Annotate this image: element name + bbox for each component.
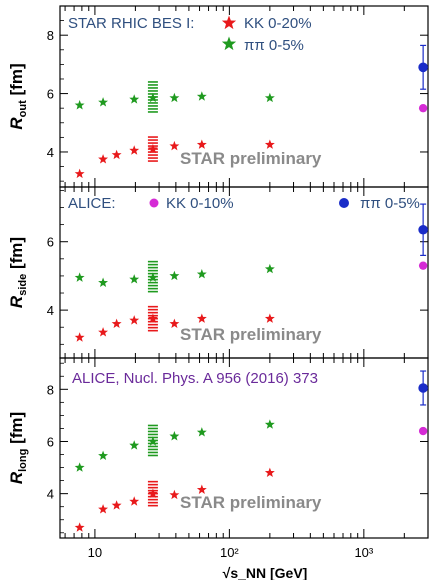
data-point-circle-bottom xyxy=(418,383,428,393)
x-tick-label: 10³ xyxy=(354,545,373,560)
data-point-star-top xyxy=(169,92,180,103)
data-point-star-top xyxy=(129,145,140,155)
x-tick-label: 10² xyxy=(220,545,239,560)
data-point-star-middle xyxy=(98,327,109,337)
data-point-circle-top xyxy=(418,62,428,73)
data-point-star-bottom xyxy=(196,484,207,494)
data-point-star-bottom xyxy=(169,431,180,441)
data-point-star-bottom xyxy=(264,419,275,429)
data-point-star-top xyxy=(196,91,207,101)
data-point-star-top xyxy=(147,92,158,103)
data-point-star-bottom xyxy=(169,489,180,500)
legend-alice-pipi-marker xyxy=(339,198,349,208)
legend-star-kk-label: KK 0-20% xyxy=(244,15,312,32)
legend-alice-kk-label: KK 0-10% xyxy=(166,195,234,212)
reference-citation: ALICE, Nucl. Phys. A 956 (2016) 373 xyxy=(72,370,318,387)
data-point-star-middle xyxy=(169,270,180,281)
data-point-star-bottom xyxy=(147,488,158,498)
y-tick-label-top: 4 xyxy=(47,145,54,160)
data-point-star-middle xyxy=(196,269,207,279)
data-point-star-top xyxy=(129,94,140,104)
data-point-star-bottom xyxy=(129,496,140,506)
data-point-star-top xyxy=(196,139,207,149)
data-point-circle-middle xyxy=(418,261,428,270)
star-preliminary-label-middle: STAR preliminary xyxy=(180,325,322,344)
data-point-star-bottom xyxy=(98,504,109,514)
legend-star-pipi-label: ππ 0-5% xyxy=(244,37,304,54)
legend-alice-pipi-label: ππ 0-5% xyxy=(360,195,420,212)
data-point-star-bottom xyxy=(98,450,109,461)
data-point-star-middle xyxy=(264,313,275,323)
data-point-star-top xyxy=(264,139,275,149)
data-point-star-middle xyxy=(74,272,85,282)
legend-star-pipi-marker xyxy=(221,36,237,51)
y-tick-label-middle: 6 xyxy=(47,235,54,250)
data-point-star-top xyxy=(74,100,85,110)
y-axis-label-bottom: Rlong [fm] xyxy=(7,412,29,484)
y-tick-label-middle: 4 xyxy=(47,303,54,318)
legend-alice-kk-marker xyxy=(149,198,159,208)
panel-frame-bottom xyxy=(59,357,429,539)
data-point-star-middle xyxy=(74,332,85,342)
data-point-circle-top xyxy=(418,103,428,113)
data-point-star-middle xyxy=(264,263,275,274)
data-point-circle-middle xyxy=(418,224,428,235)
data-point-star-top xyxy=(111,149,122,160)
data-point-star-bottom xyxy=(264,467,275,477)
data-point-star-middle xyxy=(98,277,109,287)
star-preliminary-label-top: STAR preliminary xyxy=(180,149,322,168)
data-point-star-top xyxy=(169,140,180,151)
data-point-star-middle xyxy=(111,318,122,329)
data-point-star-top xyxy=(98,97,109,107)
y-axis-label-middle: Rside [fm] xyxy=(7,237,29,308)
data-point-star-middle xyxy=(129,274,140,284)
x-tick-label: 10 xyxy=(88,545,102,560)
data-point-star-bottom xyxy=(196,427,207,437)
data-point-star-middle xyxy=(129,315,140,325)
data-point-star-top xyxy=(74,168,85,179)
data-point-star-top xyxy=(147,143,158,154)
data-point-star-bottom xyxy=(147,436,158,446)
legend-star-kk-marker xyxy=(221,15,237,30)
x-axis-label: √s_NN [GeV] xyxy=(223,565,308,580)
y-axis-label-top: Rout [fm] xyxy=(7,63,29,129)
data-point-star-top xyxy=(98,154,109,164)
data-point-circle-bottom xyxy=(418,426,428,436)
y-tick-label-bottom: 4 xyxy=(47,487,54,502)
y-tick-label-bottom: 6 xyxy=(47,434,54,449)
star-preliminary-label-bottom: STAR preliminary xyxy=(180,493,322,512)
legend-star-title: STAR RHIC BES I: xyxy=(68,15,194,32)
y-tick-label-bottom: 8 xyxy=(47,382,54,397)
y-tick-label-top: 8 xyxy=(47,28,54,43)
data-point-star-middle xyxy=(147,313,158,323)
y-tick-label-top: 6 xyxy=(47,87,54,102)
legend-alice-title: ALICE: xyxy=(68,195,116,212)
data-point-star-bottom xyxy=(129,440,140,450)
data-point-star-middle xyxy=(196,313,207,323)
data-point-star-bottom xyxy=(111,500,122,510)
data-point-star-middle xyxy=(147,272,158,282)
data-point-star-middle xyxy=(169,318,180,329)
data-point-star-bottom xyxy=(74,522,85,532)
data-point-star-top xyxy=(264,92,275,103)
data-point-star-bottom xyxy=(74,462,85,472)
